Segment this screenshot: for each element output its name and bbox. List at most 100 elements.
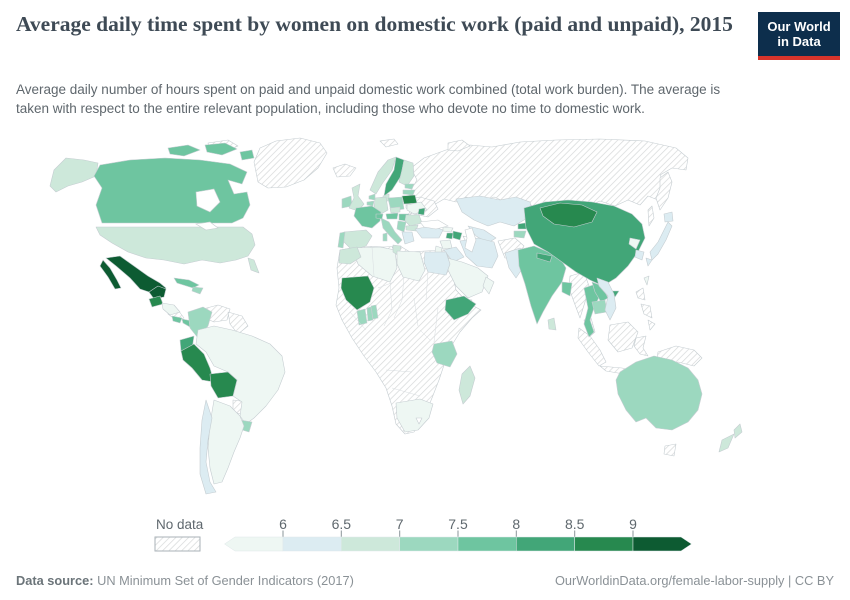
country-mali[interactable] xyxy=(340,275,375,311)
country-honduras[interactable] xyxy=(161,302,181,316)
country-canada-arctic3[interactable] xyxy=(239,149,255,161)
country-bulgaria[interactable] xyxy=(405,224,419,232)
country-cuba[interactable] xyxy=(173,277,200,289)
legend-segment-lt6[interactable] xyxy=(224,536,284,552)
country-nepal[interactable] xyxy=(536,252,553,263)
country-australia[interactable] xyxy=(615,355,703,431)
country-armenia[interactable] xyxy=(445,232,454,240)
country-japan-kyushu[interactable] xyxy=(645,257,653,267)
legend-segment-8-8.5[interactable] xyxy=(516,536,575,552)
country-philippines-3[interactable] xyxy=(647,319,656,331)
country-benin[interactable] xyxy=(370,304,379,320)
country-indonesia-sumatra[interactable] xyxy=(577,327,607,367)
country-latvia[interactable] xyxy=(402,189,416,196)
country-greenland[interactable] xyxy=(253,137,328,189)
no-data-label: No data xyxy=(156,517,204,532)
legend-segment-8.5-9[interactable] xyxy=(574,536,634,552)
country-russia-sakhalin[interactable] xyxy=(647,205,655,227)
legend-segment-gt9[interactable] xyxy=(632,536,692,552)
country-austria[interactable] xyxy=(385,212,399,220)
country-tanzania[interactable] xyxy=(431,340,458,368)
country-uzbekistan[interactable] xyxy=(467,225,497,244)
country-switzerland[interactable] xyxy=(375,213,384,220)
country-new-zealand-north[interactable] xyxy=(733,423,743,439)
country-indonesia-sulawesi[interactable] xyxy=(633,335,649,357)
country-lithuania[interactable] xyxy=(401,194,418,205)
country-vietnam[interactable] xyxy=(596,277,617,321)
data-source-text[interactable]: UN Minimum Set of Gender Indicators (201… xyxy=(93,573,354,588)
country-libya[interactable] xyxy=(396,250,426,282)
country-canada-arctic2[interactable] xyxy=(204,142,238,156)
tasmania-nodata[interactable] xyxy=(663,443,677,457)
country-north-korea[interactable] xyxy=(628,237,641,250)
country-bolivia[interactable] xyxy=(209,371,238,399)
no-data-swatch[interactable] xyxy=(154,536,201,552)
country-greece[interactable] xyxy=(401,231,415,245)
country-usa-florida[interactable] xyxy=(247,257,260,274)
country-russia-kamchatka[interactable] xyxy=(655,171,673,211)
country-russia-novaya-zemlya[interactable] xyxy=(447,139,471,152)
country-hispaniola[interactable] xyxy=(191,286,204,295)
country-japan-honshu[interactable] xyxy=(649,221,673,261)
country-iraq[interactable] xyxy=(443,246,465,263)
country-colombia[interactable] xyxy=(187,306,213,339)
country-italy[interactable] xyxy=(380,217,403,245)
legend-segment-7.5-8[interactable] xyxy=(457,536,517,552)
country-argentina[interactable] xyxy=(207,399,245,485)
country-tajikistan[interactable] xyxy=(513,230,527,239)
svalbard-islands[interactable] xyxy=(379,138,399,148)
country-guyanas[interactable] xyxy=(227,311,249,335)
country-brazil[interactable] xyxy=(195,325,286,425)
country-balkans[interactable] xyxy=(396,220,407,233)
country-canada-arctic1[interactable] xyxy=(167,144,201,157)
legend-tick-label: 9 xyxy=(629,516,637,532)
country-philippines-1[interactable] xyxy=(635,287,646,301)
country-mongolia[interactable] xyxy=(539,202,598,228)
country-moldova[interactable] xyxy=(417,207,426,216)
country-philippines-2[interactable] xyxy=(640,303,653,319)
country-norway[interactable] xyxy=(369,156,397,195)
country-ghana[interactable] xyxy=(356,308,368,326)
country-azerbaijan[interactable] xyxy=(452,230,463,241)
africa-internal-borders xyxy=(349,246,439,397)
country-ethiopia[interactable] xyxy=(444,295,477,321)
country-madagascar[interactable] xyxy=(458,365,476,405)
country-france[interactable] xyxy=(353,205,382,229)
country-canada[interactable] xyxy=(93,157,251,224)
country-japan-hokkaido[interactable] xyxy=(663,211,674,223)
country-sri-lanka[interactable] xyxy=(547,317,557,331)
owid-credit-link[interactable]: OurWorldinData.org/female-labor-supply |… xyxy=(554,573,834,588)
country-italy-sardinia[interactable] xyxy=(382,232,388,242)
country-guatemala[interactable] xyxy=(148,295,164,308)
country-georgia[interactable] xyxy=(442,226,454,233)
country-usa[interactable] xyxy=(95,226,256,265)
country-czechia[interactable] xyxy=(389,206,401,214)
country-new-zealand-south[interactable] xyxy=(718,433,735,453)
country-portugal[interactable] xyxy=(337,231,346,249)
country-south-korea[interactable] xyxy=(634,249,645,261)
country-indonesia-borneo[interactable] xyxy=(607,321,639,353)
country-mexico-baja[interactable] xyxy=(99,259,122,290)
legend-segment-6.5-7[interactable] xyxy=(341,536,400,552)
country-cambodia[interactable] xyxy=(591,299,608,315)
owid-logo[interactable]: Our World in Data xyxy=(758,12,840,60)
country-oman[interactable] xyxy=(482,276,495,295)
country-algeria[interactable] xyxy=(351,246,398,283)
country-romania[interactable] xyxy=(404,214,423,227)
country-egypt[interactable] xyxy=(423,251,451,276)
country-chile[interactable] xyxy=(199,399,217,495)
country-morocco[interactable] xyxy=(338,246,362,265)
country-costa-rica[interactable] xyxy=(171,315,183,324)
country-saudi-arabia[interactable] xyxy=(446,257,489,299)
country-iceland[interactable] xyxy=(332,163,357,178)
country-kazakhstan[interactable] xyxy=(455,195,533,227)
legend-segment-6-6.5[interactable] xyxy=(282,536,342,552)
country-estonia[interactable] xyxy=(404,183,415,190)
country-alaska[interactable] xyxy=(49,157,99,193)
country-belgium[interactable] xyxy=(366,200,375,207)
country-south-africa[interactable] xyxy=(395,398,434,433)
country-taiwan[interactable] xyxy=(643,275,650,286)
country-bangladesh[interactable] xyxy=(561,281,573,297)
country-netherlands[interactable] xyxy=(368,193,376,201)
legend-segment-7-7.5[interactable] xyxy=(399,536,459,552)
